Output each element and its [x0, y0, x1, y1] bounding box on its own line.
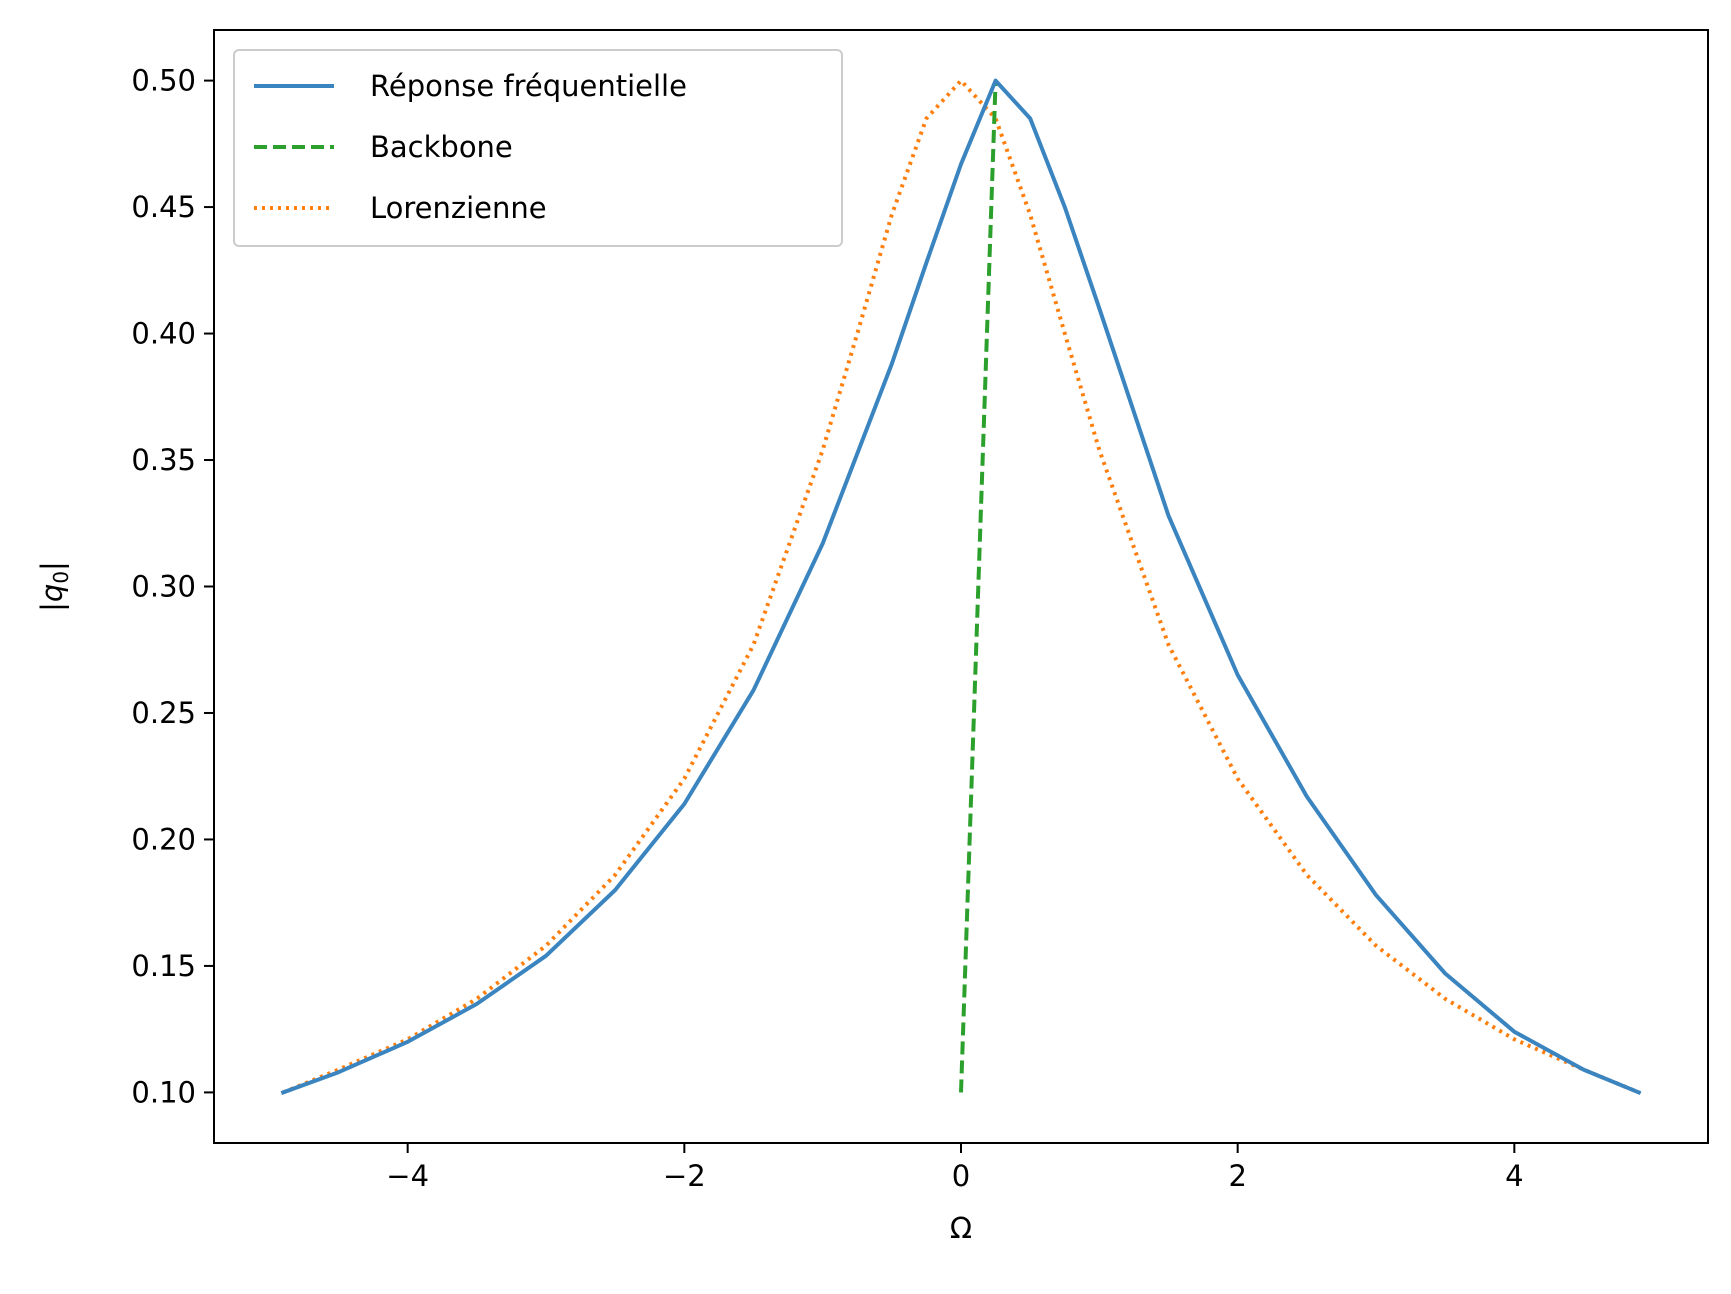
x-tick-label: −2	[663, 1159, 706, 1193]
y-tick-label: 0.50	[131, 64, 196, 98]
legend-label-lorenzienne: Lorenzienne	[370, 191, 547, 225]
y-tick-label: 0.10	[131, 1075, 196, 1109]
legend: Réponse fréquentielle Backbone Lorenzienne	[233, 49, 843, 247]
x-tick-label: −4	[386, 1159, 429, 1193]
y-tick-label: 0.15	[131, 949, 196, 983]
y-tick-label: 0.20	[131, 822, 196, 856]
series-layer	[280, 78, 1642, 1096]
y-axis-label-subscript: 0	[49, 571, 73, 584]
x-tick-label: 4	[1505, 1159, 1523, 1193]
x-axis: −4 −2 0 2 4	[386, 1143, 1524, 1193]
x-tick-label: 0	[952, 1159, 970, 1193]
legend-label-backbone: Backbone	[370, 130, 513, 164]
y-axis-label: |q0|	[35, 561, 73, 612]
y-axis-label-main: |q	[35, 584, 69, 612]
y-tick-label: 0.25	[131, 696, 196, 730]
legend-label-reponse-frequentielle: Réponse fréquentielle	[370, 69, 687, 103]
series-line-reponse-frequentielle	[280, 78, 1642, 1096]
series-line-lorenzienne	[282, 78, 1640, 1095]
y-tick-label: 0.40	[131, 317, 196, 351]
legend-frame	[233, 49, 843, 247]
y-tick-label: 0.30	[131, 570, 196, 604]
series-line-backbone	[959, 80, 998, 1093]
y-tick-label: 0.45	[131, 190, 196, 224]
y-tick-label: 0.35	[131, 443, 196, 477]
x-axis-label: Ω	[950, 1211, 972, 1245]
y-axis: 0.10 0.15 0.20 0.25 0.30 0.35 0.40 0.45 0.50	[131, 64, 214, 1109]
x-tick-label: 2	[1228, 1159, 1246, 1193]
y-axis-label-close: |	[35, 561, 69, 571]
